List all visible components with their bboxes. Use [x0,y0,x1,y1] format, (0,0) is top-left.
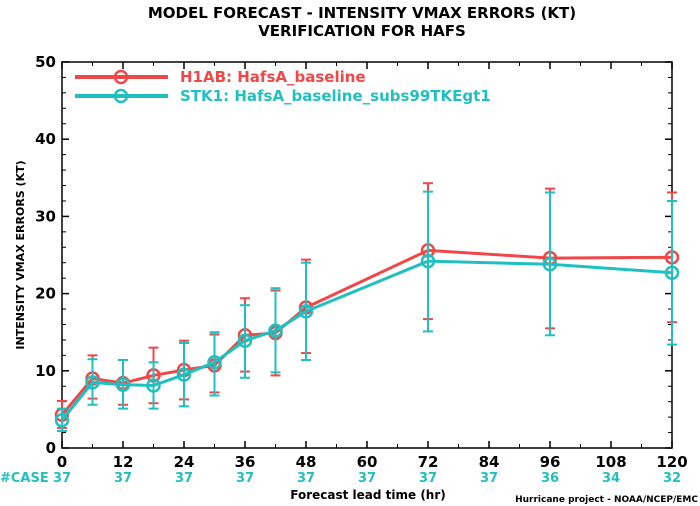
data-point [420,253,436,269]
data-point [664,265,680,281]
legend-swatch-marker [113,69,129,85]
data-point [85,375,100,390]
plot-area: 0 10 20 30 40 50 0 12 24 36 48 60 72 84 96 108 120 37 37 37… [35,53,688,486]
credit-text: Hurricane project - NOAA/NCEP/EMC [515,495,698,505]
x-tick-label: 120 [656,453,687,471]
case-count: 37 [419,471,437,486]
legend-label: H1AB: HafsA_baseline [180,68,366,86]
x-tick-label: 24 [174,453,195,471]
x-tick-label: 12 [113,453,134,471]
y-tick-label: 0 [46,439,56,457]
legend-entry-1: H1AB: HafsA_baseline [75,68,366,86]
y-tick-label: 30 [35,207,56,225]
case-count: 37 [297,471,315,486]
y-tick-label: 10 [35,362,56,380]
case-count: 37 [53,471,71,486]
data-point [207,355,222,370]
case-count: 37 [175,471,193,486]
y-tick-label: 40 [35,130,56,148]
case-count: 37 [480,471,498,486]
case-label: #CASE [0,471,49,486]
x-tick-label: 0 [57,453,67,471]
data-point [542,257,558,272]
y-axis-label: INTENSITY VMAX ERRORS (KT) [14,160,27,349]
data-point [54,412,70,428]
case-count: 34 [602,471,620,486]
y-tick-label: 50 [35,53,56,71]
data-point [237,333,253,348]
case-count: 37 [236,471,254,486]
chart-subtitle: VERIFICATION FOR HAFS [258,22,466,40]
data-point [176,367,192,382]
case-count: 32 [663,471,681,486]
case-count: 37 [114,471,132,486]
case-count: 36 [541,471,559,486]
x-tick-label: 72 [418,453,439,471]
legend-entry-2: STK1: HafsA_baseline_subs99TKEgt1 [75,87,491,105]
y-tick-label: 20 [35,285,56,303]
x-tick-label: 96 [540,453,561,471]
x-axis-label: Forecast lead time (hr) [290,488,446,502]
legend-swatch-marker [113,88,129,104]
data-point [298,304,314,319]
x-tick-label: 48 [296,453,317,471]
x-tick-label: 60 [357,453,378,471]
series-2 [54,190,680,433]
legend-label: STK1: HafsA_baseline_subs99TKEgt1 [180,87,491,105]
data-point [268,323,283,338]
case-count: 37 [358,471,376,486]
chart-title: MODEL FORECAST - INTENSITY VMAX ERRORS (… [148,4,576,22]
x-tick-label: 108 [595,453,626,471]
data-point [146,378,161,393]
x-tick-label: 36 [235,453,256,471]
data-point [115,377,131,392]
x-tick-label: 84 [479,453,500,471]
